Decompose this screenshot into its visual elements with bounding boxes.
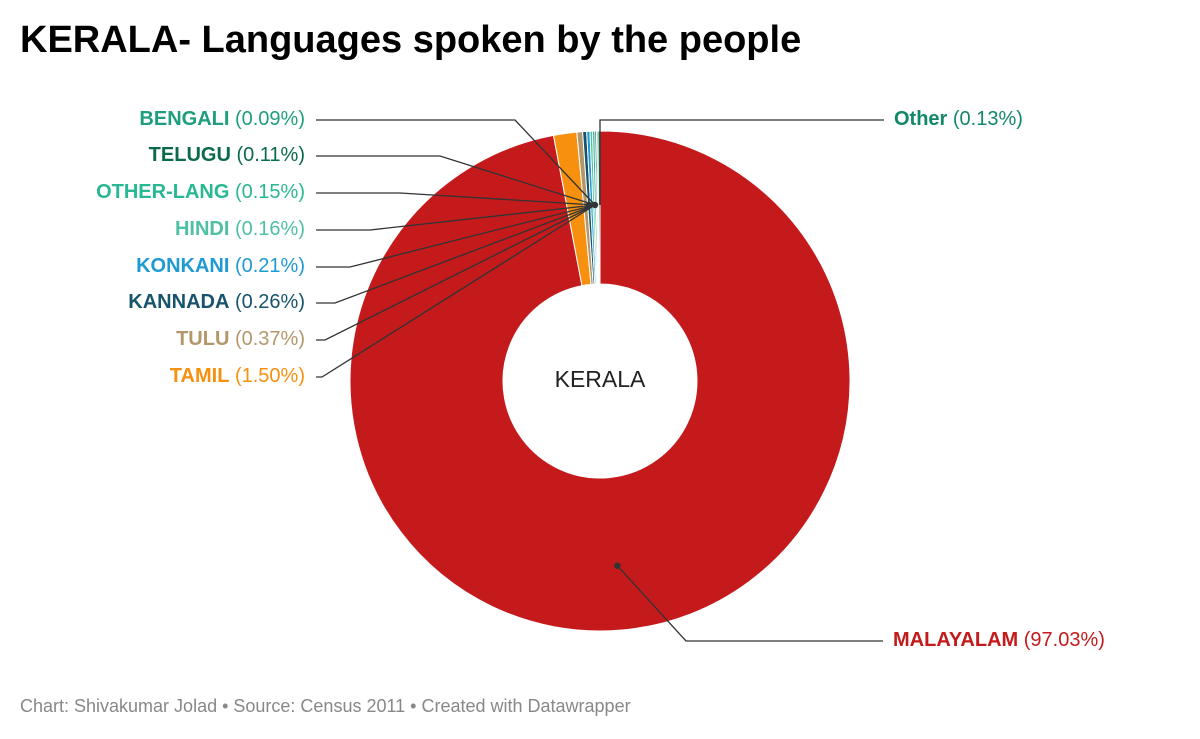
leader-telugu (316, 155, 596, 206)
center-label: KERALA (555, 366, 646, 392)
label-kannada: KANNADA (0.26%) (128, 291, 305, 313)
leader-tulu (316, 204, 596, 341)
label-value: (97.03%) (1018, 629, 1105, 651)
label-tulu: TULU (0.37%) (176, 328, 305, 350)
label-value: (0.37%) (229, 328, 305, 350)
label-value: (0.15%) (229, 181, 305, 203)
leader-lines-layer (316, 119, 884, 642)
dot-small-slices-2 (585, 201, 593, 209)
label-name: TULU (176, 328, 229, 350)
label-value: (0.26%) (229, 291, 305, 313)
leader-other-lang (316, 192, 596, 206)
label-name: HINDI (175, 218, 229, 240)
label-name: KONKANI (136, 255, 229, 277)
label-name: TAMIL (170, 365, 230, 387)
leader-other (599, 119, 884, 205)
label-malayalam: MALAYALAM (97.03%) (893, 629, 1105, 651)
label-other-lang: OTHER-LANG (0.15%) (96, 181, 305, 203)
label-name: TELUGU (149, 144, 231, 166)
leader-hindi (316, 204, 596, 231)
label-value: (0.09%) (229, 108, 305, 130)
label-tamil: TAMIL (1.50%) (170, 365, 305, 387)
label-value: (0.13%) (947, 108, 1023, 130)
label-value: (0.16%) (229, 218, 305, 240)
chart-footer: Chart: Shivakumar Jolad • Source: Census… (20, 696, 631, 716)
label-value: (1.50%) (229, 365, 305, 387)
label-name: MALAYALAM (893, 629, 1018, 651)
chart-title: KERALA- Languages spoken by the people (20, 19, 802, 61)
label-bengali: BENGALI (0.09%) (139, 108, 305, 130)
label-hindi: HINDI (0.16%) (175, 218, 305, 240)
dot-small-slices (591, 201, 599, 209)
label-value: (0.11%) (231, 144, 305, 166)
label-name: BENGALI (139, 108, 229, 130)
labels-layer: MALAYALAM (97.03%) BENGALI (0.09%) TELUGU … (96, 108, 1105, 651)
donut-chart: MALAYALAM (97.03%) BENGALI (0.09%) TELUGU … (96, 108, 1105, 651)
leader-kannada (316, 204, 596, 304)
slice-malayalam (349, 130, 851, 632)
leader-konkani (316, 204, 596, 268)
label-name: KANNADA (128, 291, 229, 313)
leader-malayalam (616, 565, 883, 642)
slices-layer (349, 130, 851, 632)
label-konkani: KONKANI (0.21%) (136, 255, 305, 277)
label-value: (0.21%) (229, 255, 305, 277)
label-telugu: TELUGU (0.11%) (149, 144, 305, 166)
leader-bengali (316, 119, 596, 206)
label-name: Other (894, 108, 948, 130)
leader-tamil (316, 204, 596, 378)
label-name: OTHER-LANG (96, 181, 229, 203)
label-other: Other (0.13%) (894, 108, 1023, 130)
